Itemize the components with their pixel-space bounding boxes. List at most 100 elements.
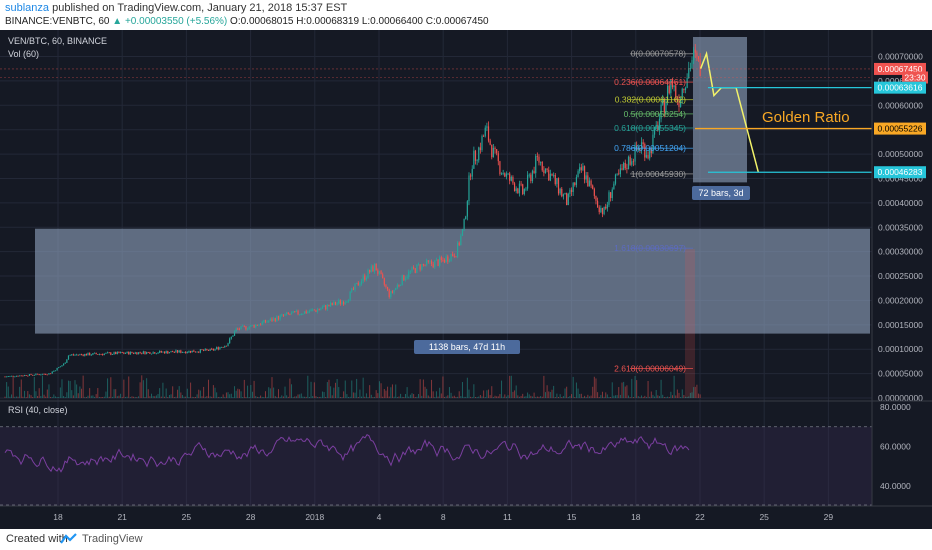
tradingview-logo-icon xyxy=(60,533,77,544)
candle-body xyxy=(553,174,555,176)
price-tag-bg xyxy=(902,71,928,84)
volume-bar xyxy=(72,395,74,398)
author-link[interactable]: sublanza xyxy=(5,2,50,14)
candle-body xyxy=(541,161,543,171)
x-tick-label: 29 xyxy=(824,512,834,522)
volume-bar xyxy=(424,386,426,398)
candle-body xyxy=(608,192,610,205)
candle-body xyxy=(206,348,208,350)
volume-bar xyxy=(188,396,190,398)
candle-body xyxy=(144,351,146,355)
fib-label: 1.618(0.00030697) xyxy=(614,243,686,253)
volume-bar xyxy=(448,387,450,398)
volume-bar xyxy=(621,382,623,398)
volume-bar xyxy=(514,390,516,398)
candle-body xyxy=(645,155,648,158)
candle-body xyxy=(250,325,252,327)
volume-bar xyxy=(133,396,135,398)
candle-body xyxy=(95,352,97,355)
volume-bar xyxy=(336,379,338,398)
golden-ratio-label: Golden Ratio xyxy=(762,109,850,126)
candle-body xyxy=(653,127,656,135)
y-tick-label: 0.00065000 xyxy=(878,76,923,86)
candle-body xyxy=(128,351,130,355)
volume-bar xyxy=(553,385,555,398)
volume-bar xyxy=(435,391,437,398)
candle-body xyxy=(230,336,232,339)
volume-bar xyxy=(98,396,100,398)
candle-body xyxy=(510,176,512,181)
volume-bar xyxy=(655,389,657,398)
volume-bar xyxy=(413,394,415,398)
candle-body xyxy=(343,301,345,305)
candle-body xyxy=(549,173,551,181)
candle-body xyxy=(484,127,486,137)
volume-bar xyxy=(453,395,455,398)
price-tag: 0.00046283 xyxy=(878,167,923,177)
tradingview-brand[interactable]: TradingView xyxy=(82,533,143,545)
volume-bar xyxy=(251,391,253,398)
candle-body xyxy=(152,352,154,354)
candle-body xyxy=(255,324,257,328)
volume-bar xyxy=(175,396,177,398)
candle-body xyxy=(406,276,408,279)
volume-bar xyxy=(334,382,336,398)
candle-body xyxy=(279,315,281,320)
volume-bar xyxy=(320,396,322,398)
volume-bar xyxy=(321,391,323,398)
volume-bar xyxy=(181,395,183,398)
candle-body xyxy=(30,374,32,375)
volume-bar xyxy=(35,391,37,398)
chart-canvas[interactable]: 1138 bars, 47d 11h 72 bars, 3d 0(0.000705… xyxy=(0,30,932,529)
candle-body xyxy=(629,156,631,165)
volume-bar xyxy=(282,396,284,398)
candle-body xyxy=(575,177,578,185)
candle-body xyxy=(515,188,517,191)
candle-body xyxy=(20,375,22,377)
candle-body xyxy=(286,312,288,315)
candle-body xyxy=(149,352,151,354)
candle-body xyxy=(133,352,135,354)
rsi-tick-label: 40.0000 xyxy=(880,481,911,491)
volume-bar xyxy=(261,396,263,398)
volume-bar xyxy=(396,396,398,398)
volume-bar xyxy=(426,388,428,398)
volume-bar xyxy=(610,396,612,398)
candle-body xyxy=(429,261,431,262)
candle-body xyxy=(334,301,337,305)
candle-body xyxy=(282,314,284,316)
volume-bar xyxy=(606,394,608,398)
volume-bar xyxy=(59,387,61,398)
candle-body xyxy=(528,174,530,176)
volume-bar xyxy=(476,397,478,398)
candle-body xyxy=(598,207,600,213)
volume-bar xyxy=(120,393,122,398)
candle-body xyxy=(318,309,320,311)
candle-body xyxy=(214,348,216,351)
candle-body xyxy=(105,352,107,354)
volume-bar xyxy=(69,381,71,398)
candle-body xyxy=(531,170,534,182)
volume-bar xyxy=(429,396,431,398)
volume-bar xyxy=(673,375,675,398)
volume-bar xyxy=(40,395,42,398)
candle-body xyxy=(203,350,205,351)
candle-body xyxy=(63,363,65,366)
volume-bar xyxy=(299,394,301,398)
volume-bar xyxy=(624,386,626,398)
candle-body xyxy=(502,173,504,174)
candle-body xyxy=(491,144,493,158)
volume-bar xyxy=(431,379,433,398)
volume-bar xyxy=(369,385,371,398)
volume-bar xyxy=(128,376,130,398)
volume-bar xyxy=(286,395,288,398)
candle-body xyxy=(237,328,239,330)
candle-body xyxy=(574,182,576,185)
volume-bar xyxy=(681,389,683,398)
candle-body xyxy=(212,349,214,351)
volume-bar xyxy=(287,396,289,398)
volume-bar xyxy=(50,396,52,398)
volume-bar xyxy=(209,396,211,398)
candle-body xyxy=(426,260,428,266)
volume-bar xyxy=(219,396,221,398)
